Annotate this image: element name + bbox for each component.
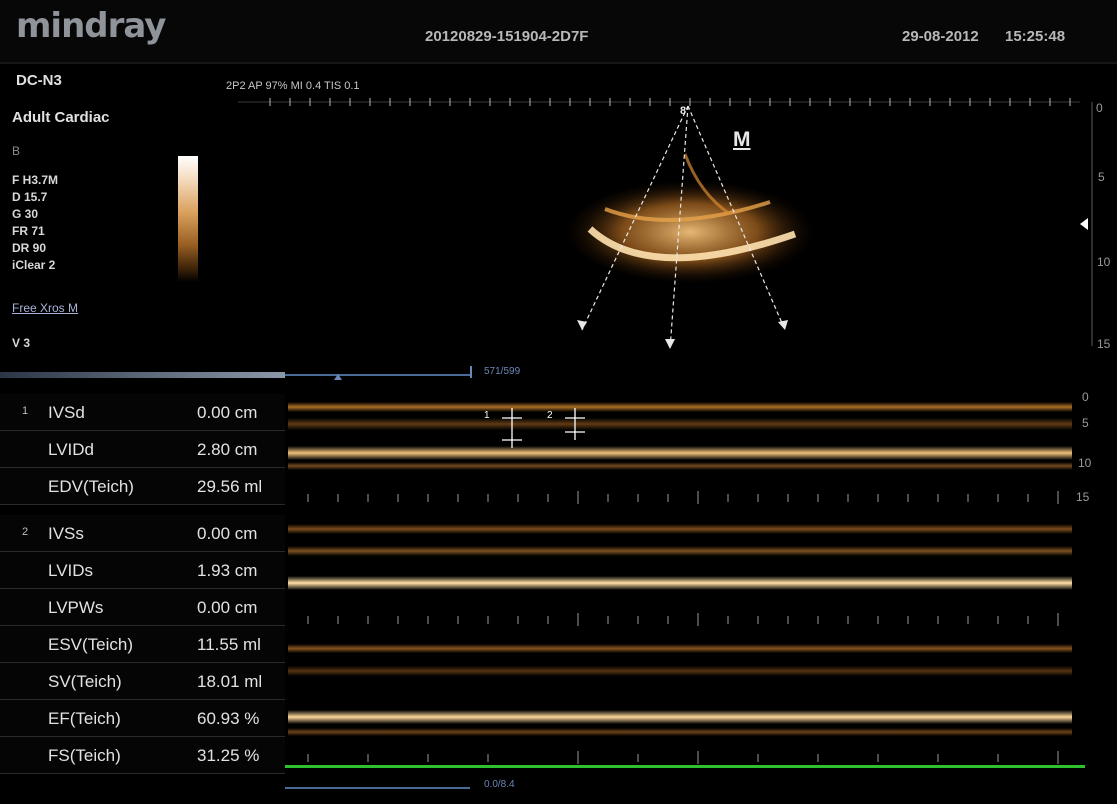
depth-m-0: 0 [1082,390,1089,404]
depth-2d-10: 10 [1097,255,1111,269]
measure-row-edv: EDV(Teich) 29.56 ml [0,468,285,505]
measure-value: 0.00 cm [197,403,258,422]
measure-name: FS(Teich) [48,746,121,765]
measure-row-esv: ESV(Teich) 11.55 ml [0,626,285,663]
depth-2d-0: 0 [1096,101,1103,115]
b-mode-image [238,98,1093,350]
cine-timeline-bottom[interactable] [285,787,470,789]
param-frame-rate: FR 71 [12,224,45,238]
probe-name: DC-N3 [16,72,62,89]
measure-row-ivsd: 1 IVSd 0.00 cm [0,394,285,431]
exam-date: 29-08-2012 [902,28,979,45]
measure-value: 60.93 % [197,709,260,728]
measure-value: 0.00 cm [197,598,258,617]
param-dynamic-range: DR 90 [12,241,47,255]
measure-name: IVSs [48,524,84,543]
depth-m-5: 5 [1082,416,1089,430]
measure-name: LVPWs [48,598,104,617]
header-bar: mindray 20120829-151904-2D7F 29-08-2012 … [0,0,1117,62]
exam-time: 15:25:48 [1005,28,1066,45]
measure-name: LVIDs [48,561,94,580]
measure-row-sv: SV(Teich) 18.01 ml [0,663,285,700]
measure-row-lvpws: LVPWs 0.00 cm [0,589,285,626]
focus-marker-icon[interactable] [1080,218,1088,230]
param-gain: G 30 [12,207,39,221]
measure-name: EF(Teich) [48,709,121,728]
depth-m-15: 15 [1076,490,1090,504]
param-frequency: F H3.7M [12,173,59,187]
cine-start-marker-icon[interactable] [334,374,342,380]
depth-m-10: 10 [1078,456,1092,470]
measure-name: SV(Teich) [48,672,122,691]
group-number-1: 1 [22,405,29,417]
measure-value: 18.01 ml [197,672,263,691]
power-indices: 2P2 AP 97% MI 0.4 TIS 0.1 [226,80,360,92]
measure-row-fs: FS(Teich) 31.25 % [0,737,285,774]
measure-row-ivss: 2 IVSs 0.00 cm [0,515,285,552]
grayscale-bar [178,156,198,282]
depth-2d-15: 15 [1097,337,1111,351]
caliper-label-2: 2 [547,410,553,421]
m-mode-trace [288,384,1072,780]
param-v: V 3 [12,336,31,350]
calipers[interactable] [502,408,585,448]
depth-2d-5: 5 [1098,170,1105,184]
m-line-number: 8 [680,105,687,117]
top-ruler-ticks [269,98,1071,106]
param-depth: D 15.7 [12,190,48,204]
param-iclear: iClear 2 [12,258,56,272]
frame-counter-bottom: 0.0/8.4 [484,779,515,790]
exam-preset: Adult Cardiac [12,109,110,126]
m-mark-label: M [733,128,751,151]
exam-id: 20120829-151904-2D7F [425,28,589,45]
caliper-label-1: 1 [484,410,490,421]
free-xros-link[interactable]: Free Xros M [12,301,78,315]
cine-timeline[interactable] [285,374,470,376]
measure-row-lvidd: LVIDd 2.80 cm [0,431,285,468]
cine-end-marker-icon[interactable] [470,366,480,378]
cardiac-echo [565,180,815,284]
measure-row-lvids: LVIDs 1.93 cm [0,552,285,589]
measure-value: 11.55 ml [197,635,261,654]
measure-row-ef: EF(Teich) 60.93 % [0,700,285,737]
m-line-cursors[interactable] [581,105,786,350]
brand-logo: mindray [16,6,166,46]
header-divider [0,62,1117,64]
panel-divider [0,372,285,378]
imaging-mode: B [12,144,21,158]
measure-value: 2.80 cm [197,440,258,459]
measure-name: EDV(Teich) [48,477,134,496]
measure-name: ESV(Teich) [48,635,134,654]
measure-name: LVIDd [48,440,94,459]
measure-name: IVSd [48,403,85,422]
measure-value: 0.00 cm [197,524,258,543]
measure-value: 31.25 % [197,746,260,765]
frame-counter: 571/599 [484,366,521,377]
time-marker-line[interactable] [285,765,1085,768]
free-xros-mode: M [68,301,79,315]
free-xros-label: Free Xros [12,301,65,315]
measure-value: 1.93 cm [197,561,258,580]
group-number-2: 2 [22,526,29,538]
measure-value: 29.56 ml [197,477,263,496]
